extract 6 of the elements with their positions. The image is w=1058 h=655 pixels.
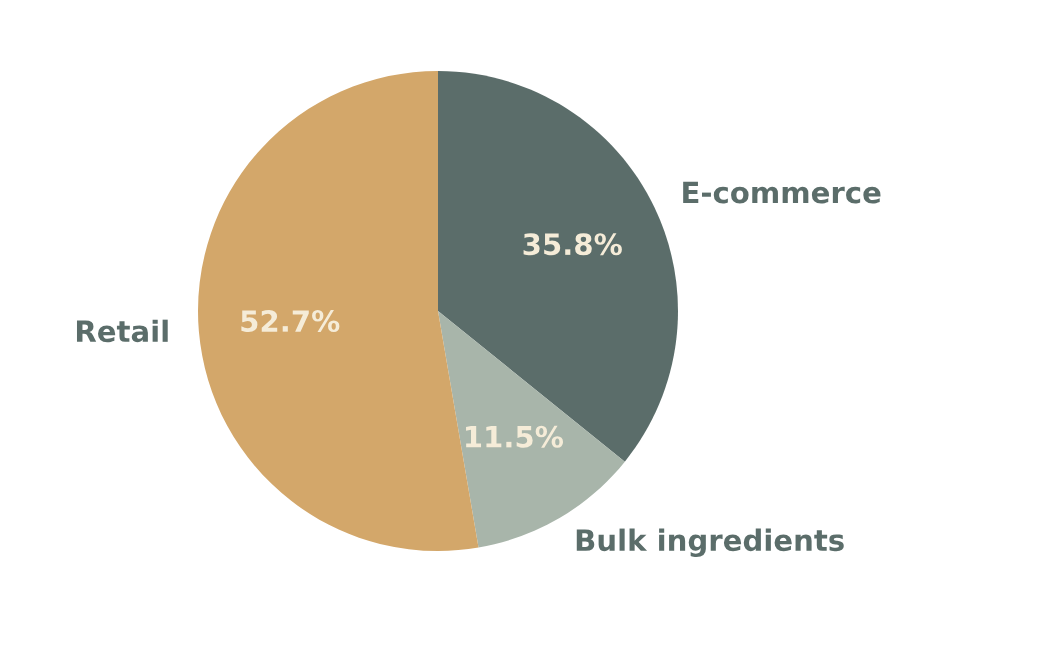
data-label: 11.5% (466, 425, 564, 448)
data-label: 52.7% (241, 310, 340, 333)
slice-label: Bulk ingredients (576, 528, 844, 558)
data-label: 35.8% (523, 233, 622, 256)
slice-label: Retail (76, 319, 168, 343)
slice-label: E-commerce (683, 181, 881, 204)
